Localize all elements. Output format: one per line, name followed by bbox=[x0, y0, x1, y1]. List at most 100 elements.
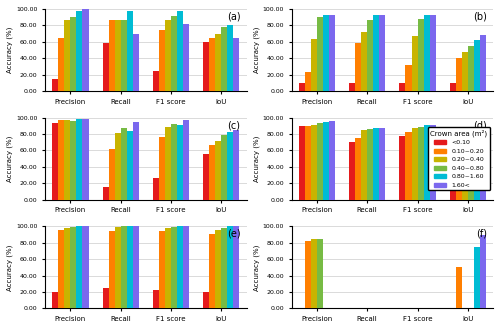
Y-axis label: Accuracy (%): Accuracy (%) bbox=[7, 136, 14, 182]
Bar bbox=[165, 20, 171, 91]
Bar bbox=[228, 133, 234, 200]
Bar bbox=[153, 291, 159, 308]
Bar bbox=[210, 38, 216, 91]
Bar bbox=[406, 133, 411, 200]
Bar bbox=[64, 20, 70, 91]
Bar bbox=[305, 126, 311, 200]
Bar bbox=[400, 136, 406, 200]
Bar bbox=[305, 241, 311, 308]
Bar bbox=[127, 12, 133, 91]
Bar bbox=[468, 46, 474, 91]
Bar bbox=[317, 17, 323, 91]
Bar bbox=[183, 120, 189, 200]
Bar bbox=[299, 83, 305, 91]
Bar bbox=[108, 149, 114, 200]
Bar bbox=[462, 138, 468, 200]
Bar bbox=[165, 127, 171, 200]
Bar bbox=[234, 38, 239, 91]
Bar bbox=[108, 20, 114, 91]
Text: (f): (f) bbox=[476, 229, 487, 239]
Bar bbox=[82, 226, 88, 308]
Bar bbox=[323, 122, 329, 200]
Bar bbox=[108, 231, 114, 308]
Bar bbox=[400, 83, 406, 91]
Y-axis label: Accuracy (%): Accuracy (%) bbox=[7, 27, 14, 73]
Bar bbox=[210, 234, 216, 308]
Bar bbox=[159, 231, 165, 308]
Bar bbox=[127, 226, 133, 308]
Bar bbox=[216, 230, 222, 308]
Bar bbox=[52, 292, 59, 308]
Bar bbox=[329, 15, 335, 91]
Bar bbox=[153, 71, 159, 91]
Bar bbox=[228, 25, 234, 91]
Y-axis label: Accuracy (%): Accuracy (%) bbox=[7, 244, 14, 291]
Y-axis label: Accuracy (%): Accuracy (%) bbox=[254, 136, 260, 182]
Bar bbox=[234, 226, 239, 308]
Bar bbox=[311, 239, 317, 308]
Bar bbox=[311, 125, 317, 200]
Bar bbox=[329, 121, 335, 200]
Bar bbox=[412, 36, 418, 91]
Bar bbox=[349, 83, 355, 91]
Bar bbox=[70, 17, 76, 91]
Bar bbox=[52, 79, 59, 91]
Bar bbox=[480, 35, 486, 91]
Bar bbox=[58, 230, 64, 308]
Text: (d): (d) bbox=[474, 120, 487, 130]
Bar bbox=[480, 235, 486, 308]
Bar bbox=[177, 125, 183, 200]
Bar bbox=[102, 43, 108, 91]
Bar bbox=[183, 24, 189, 91]
Bar bbox=[380, 15, 386, 91]
Bar bbox=[159, 30, 165, 91]
Bar bbox=[82, 9, 88, 91]
Bar bbox=[120, 20, 127, 91]
Bar bbox=[355, 43, 361, 91]
Bar bbox=[177, 226, 183, 308]
Bar bbox=[474, 247, 480, 308]
Bar bbox=[305, 72, 311, 91]
Bar bbox=[349, 142, 355, 200]
Bar bbox=[424, 15, 430, 91]
Bar bbox=[159, 138, 165, 200]
Bar bbox=[64, 120, 70, 200]
Bar bbox=[120, 128, 127, 200]
Bar bbox=[430, 15, 436, 91]
Bar bbox=[58, 38, 64, 91]
Bar bbox=[58, 120, 64, 200]
Bar bbox=[216, 34, 222, 91]
Bar bbox=[228, 226, 234, 308]
Bar bbox=[204, 154, 210, 200]
Bar bbox=[317, 239, 323, 308]
Bar bbox=[52, 123, 59, 200]
Bar bbox=[317, 123, 323, 200]
Bar bbox=[114, 133, 120, 200]
Bar bbox=[76, 12, 82, 91]
Bar bbox=[480, 131, 486, 200]
Bar bbox=[171, 15, 177, 91]
Bar bbox=[462, 52, 468, 91]
Text: (b): (b) bbox=[473, 12, 487, 21]
Bar bbox=[102, 188, 108, 200]
Bar bbox=[468, 133, 474, 200]
Bar bbox=[355, 138, 361, 200]
Bar bbox=[380, 128, 386, 200]
Bar bbox=[418, 127, 424, 200]
Text: (e): (e) bbox=[227, 229, 240, 239]
Bar bbox=[133, 122, 139, 200]
Bar bbox=[222, 27, 228, 91]
Text: (a): (a) bbox=[227, 12, 240, 21]
Bar bbox=[311, 39, 317, 91]
Bar bbox=[450, 148, 456, 200]
Bar bbox=[183, 226, 189, 308]
Bar bbox=[374, 128, 380, 200]
Bar bbox=[450, 83, 456, 91]
Bar bbox=[133, 226, 139, 308]
Bar bbox=[70, 227, 76, 308]
Bar bbox=[406, 65, 411, 91]
Bar bbox=[114, 20, 120, 91]
Bar bbox=[222, 135, 228, 200]
Bar bbox=[114, 227, 120, 308]
Bar bbox=[367, 20, 374, 91]
